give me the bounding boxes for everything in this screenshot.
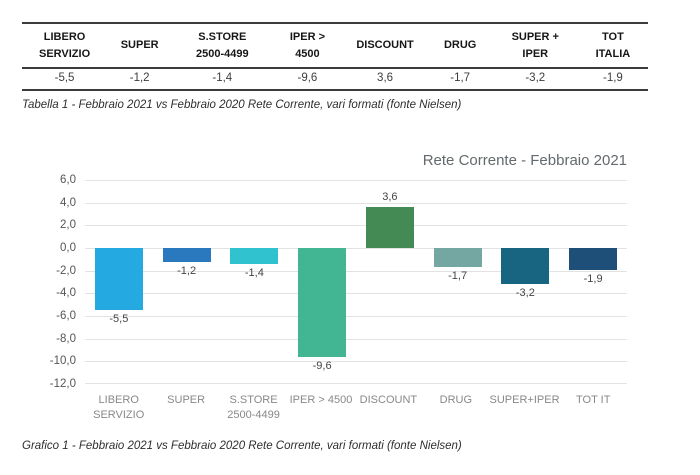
formats-table: LIBERO SERVIZIO SUPER S.STORE 2500-4499 IPE… xyxy=(22,22,648,91)
gridline xyxy=(85,248,627,249)
y-axis-tick-label: -2,0 xyxy=(56,264,76,277)
bar xyxy=(569,248,618,270)
y-axis-tick-label: 0,0 xyxy=(60,242,76,254)
x-axis-category-label: IPER > 4500 xyxy=(289,394,353,406)
bar-value-label: 3,6 xyxy=(382,191,398,204)
table-value-row: -5,5 -1,2 -1,4 -9,6 3,6 -1,7 -3,2 -1,9 xyxy=(22,68,648,90)
table-value-cell: -1,2 xyxy=(129,72,150,84)
x-axis-category-label: SUPER+IPER xyxy=(489,394,560,406)
bar xyxy=(298,248,347,357)
gridline xyxy=(85,202,627,204)
table-value-cell: -9,6 xyxy=(297,72,318,84)
table-value-cell: -1,9 xyxy=(603,72,623,84)
chart-title: Rete Corrente - Febbraio 2021 xyxy=(422,152,627,169)
gridline xyxy=(85,270,627,272)
y-axis-tick-label: 6,0 xyxy=(60,174,76,186)
x-axis-category-label: DISCOUNT xyxy=(359,394,418,406)
bar-value-label: -1,4 xyxy=(244,266,264,279)
x-axis-category-label: S.STORE 2500-4499 xyxy=(227,394,280,421)
table-value-cell: -1,4 xyxy=(212,72,233,84)
formats-table-body: -5,5 -1,2 -1,4 -9,6 3,6 -1,7 -3,2 -1,9 xyxy=(22,68,648,90)
x-axis-category-label: TOT IT xyxy=(576,394,611,406)
bar xyxy=(433,248,482,268)
x-axis-category-label: LIBERO SERVIZIO xyxy=(93,394,145,421)
gridline xyxy=(85,180,627,181)
chart-caption: Grafico 1 - Febbraio 2021 vs Febbraio 20… xyxy=(22,439,462,452)
bar-value-label: -9,6 xyxy=(312,359,332,372)
table-value-cell: -5,5 xyxy=(54,72,75,84)
table-header-cell: S.STORE 2500-4499 xyxy=(195,31,249,60)
bar xyxy=(94,248,143,311)
x-axis-labels: LIBERO SERVIZIO SUPER S.STORE 2500-4499 IPE… xyxy=(85,393,627,423)
y-axis-tick-label: 2,0 xyxy=(60,219,76,232)
gridline xyxy=(85,361,627,363)
bar-value-label: -1,7 xyxy=(448,270,468,283)
y-axis-tick-label: 4,0 xyxy=(60,196,76,209)
table-value-cell: -3,2 xyxy=(525,72,546,84)
bar-value-label: -5,5 xyxy=(109,313,129,326)
formats-table-header: LIBERO SERVIZIO SUPER S.STORE 2500-4499 IPE… xyxy=(22,23,648,68)
gridline xyxy=(85,383,627,384)
bar xyxy=(230,248,279,264)
gridline xyxy=(85,225,627,227)
table-header-cell: DRUG xyxy=(443,39,477,52)
plot-area: 6,0 4,0 2,0 0,0 -2,0 -4,0 -6,0 -8,0 -10,0 -12,0 -5… xyxy=(50,174,627,390)
bar xyxy=(501,248,550,285)
table-header-cell: LIBERO SERVIZIO xyxy=(38,31,91,60)
bar-value-label: -1,2 xyxy=(177,264,197,277)
table-value-cell: -1,7 xyxy=(450,72,471,84)
gridline xyxy=(85,316,627,317)
y-axis-tick-label: -6,0 xyxy=(56,310,76,322)
table-header-cell: SUPER + IPER xyxy=(511,31,559,60)
table-caption: Tabella 1 - Febbraio 2021 vs Febbraio 20… xyxy=(22,99,462,111)
y-axis-tick-label: -12,0 xyxy=(49,378,76,390)
table-header-cell: SUPER xyxy=(120,39,159,52)
table-header-cell: TOT ITALIA xyxy=(595,31,631,60)
bar xyxy=(365,207,414,248)
table-header-cell: DISCOUNT xyxy=(356,39,414,52)
y-axis-tick-label: -4,0 xyxy=(56,287,76,300)
table-header-cell: IPER > 4500 xyxy=(289,31,325,60)
bar xyxy=(162,248,211,262)
bar-value-label: -1,9 xyxy=(583,272,603,285)
bar-value-label: -3,2 xyxy=(515,287,535,300)
gridline xyxy=(85,338,627,340)
table-header-row: LIBERO SERVIZIO SUPER S.STORE 2500-4499 IPE… xyxy=(22,23,648,68)
x-axis-category-label: DRUG xyxy=(439,394,473,406)
y-axis-tick-label: -10,0 xyxy=(49,355,76,368)
y-axis-tick-label: -8,0 xyxy=(56,332,76,345)
gridline xyxy=(85,293,627,295)
table-value-cell: 3,6 xyxy=(377,72,394,84)
x-axis-category-label: SUPER xyxy=(167,394,206,406)
